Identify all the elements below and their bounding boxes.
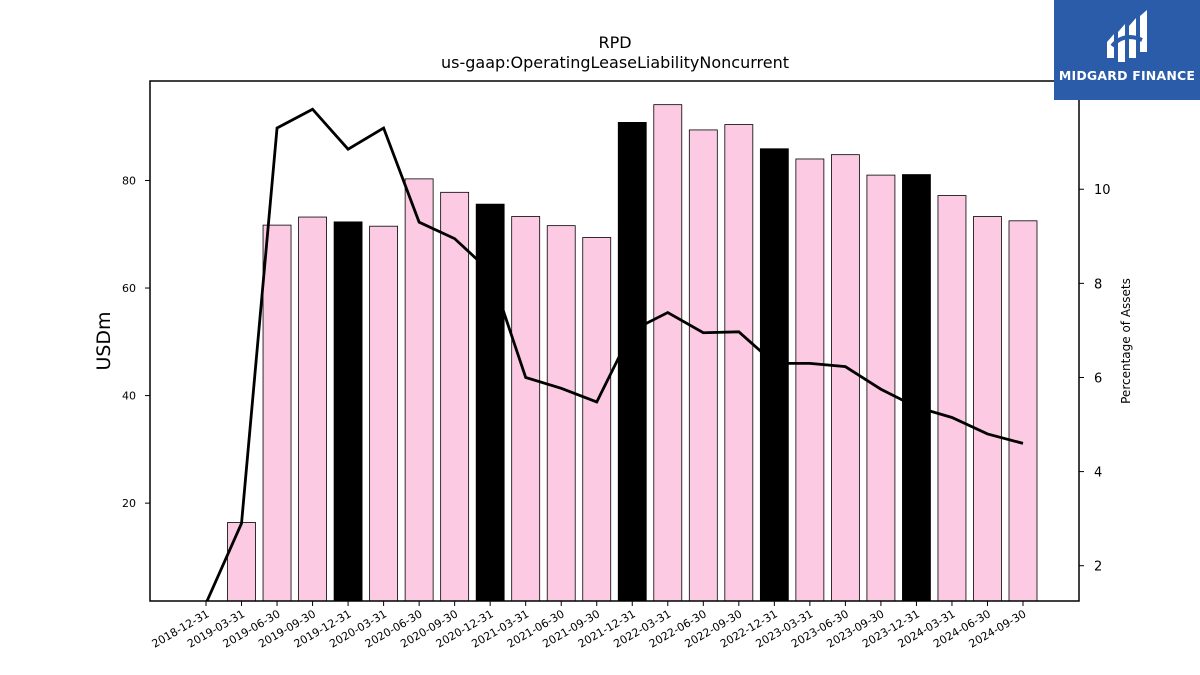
bar-2024-03-31 (937, 195, 967, 602)
bar-2022-03-31 (653, 104, 683, 602)
bar-2023-12-31 (902, 174, 931, 602)
bar-2020-06-30 (404, 178, 434, 602)
bar-2023-06-30 (830, 154, 860, 602)
percentage-of-assets-line (205, 107, 1024, 601)
midgard-logo-icon (1107, 10, 1147, 62)
y2-tick-label: 4 (1094, 466, 1102, 481)
bar-2019-06-30 (262, 224, 292, 602)
bar-2022-06-30 (688, 129, 718, 602)
y2-tick-label: 10 (1094, 183, 1111, 198)
plot-frame (149, 80, 1080, 602)
bar-2019-09-30 (298, 216, 327, 602)
bar-2022-09-30 (724, 124, 754, 602)
bar-2024-09-30 (1008, 220, 1038, 602)
chart-subtitle: us-gaap:OperatingLeaseLiabilityNoncurren… (441, 53, 789, 72)
y-tick-label: 80 (122, 174, 136, 187)
bar-2020-09-30 (440, 191, 470, 602)
logo-text: MIDGARD FINANCE (1058, 68, 1196, 83)
bar-2022-12-31 (759, 148, 789, 602)
bar-2021-12-31 (617, 122, 647, 602)
bar-2021-03-31 (511, 216, 541, 602)
y-tick-label: 20 (122, 497, 136, 510)
bars-layer (227, 104, 1038, 602)
y-tick-label: 40 (122, 390, 136, 403)
chart-title: RPD (598, 33, 631, 52)
y2-tick-label: 2 (1094, 560, 1102, 575)
y2-axis-label: Percentage of Assets (1119, 278, 1133, 404)
line-layer (205, 107, 1024, 601)
brand-logo: MIDGARD FINANCE (1054, 0, 1200, 100)
bar-2021-06-30 (546, 225, 576, 602)
bar-2023-03-31 (795, 158, 825, 602)
bar-2024-06-30 (973, 216, 1002, 602)
bar-2019-03-31 (227, 522, 256, 602)
y2-tick-label: 8 (1094, 277, 1102, 292)
y-axis-label: USDm (93, 311, 115, 370)
y2-tick-label: 6 (1094, 371, 1102, 386)
bar-2020-03-31 (369, 225, 399, 602)
y-tick-label: 60 (122, 282, 136, 295)
bar-2021-09-30 (582, 237, 612, 602)
bar-2019-12-31 (333, 221, 363, 602)
